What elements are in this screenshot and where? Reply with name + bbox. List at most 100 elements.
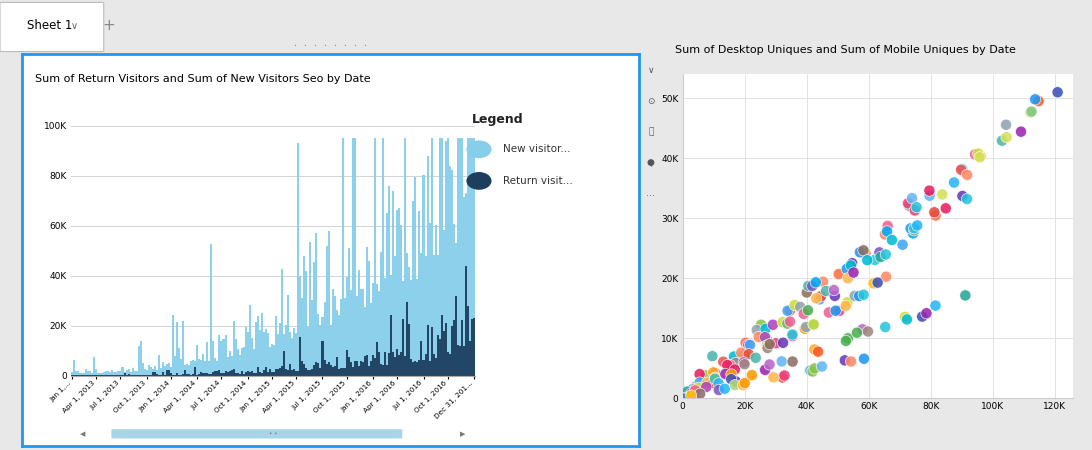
Point [927, 302, 945, 309]
Bar [126, 369, 128, 376]
Bar [285, 325, 287, 376]
Bar [266, 372, 269, 376]
Bar [233, 369, 235, 376]
Bar [239, 355, 240, 376]
Point [775, 372, 793, 379]
Text: ▶: ▶ [460, 431, 465, 437]
Point [827, 307, 844, 314]
Point [902, 225, 919, 232]
Bar [432, 255, 435, 376]
Bar [228, 371, 230, 376]
Point [707, 369, 724, 377]
Point [757, 325, 774, 333]
Point [946, 179, 963, 186]
Point [799, 307, 817, 314]
Point [727, 378, 745, 385]
Text: New visitor...: New visitor... [502, 144, 570, 154]
Bar [435, 225, 437, 376]
Bar [105, 375, 107, 376]
Bar [442, 230, 444, 376]
Bar [408, 324, 411, 376]
Bar [71, 375, 73, 376]
Bar [75, 371, 78, 376]
Point [876, 231, 893, 238]
Bar [188, 374, 190, 376]
Point [687, 387, 704, 394]
Bar [190, 375, 192, 376]
Point [809, 348, 827, 355]
Bar [325, 246, 328, 376]
Bar [423, 360, 425, 376]
Bar [346, 277, 347, 376]
Bar [366, 247, 368, 376]
Point [851, 292, 868, 300]
Bar [292, 338, 293, 376]
Point [781, 307, 798, 314]
Bar [306, 270, 307, 376]
Point [839, 274, 856, 282]
Bar [225, 371, 226, 376]
Point [957, 292, 974, 299]
Bar [370, 303, 372, 376]
Bar [297, 371, 299, 376]
Bar [382, 138, 384, 376]
Point [812, 292, 830, 300]
Bar [399, 208, 401, 376]
Point [747, 354, 764, 361]
Bar [192, 360, 194, 376]
Point [855, 291, 873, 298]
Point [1026, 96, 1044, 103]
Bar [168, 370, 170, 376]
Bar [444, 141, 447, 376]
Point [674, 395, 691, 402]
Bar [453, 224, 454, 376]
Point [854, 326, 871, 333]
Point [774, 374, 792, 381]
Point [716, 385, 734, 392]
Bar [456, 345, 459, 376]
Bar [79, 373, 81, 376]
Bar [437, 255, 439, 376]
Bar [418, 211, 420, 376]
Point [704, 369, 722, 376]
Bar [337, 315, 340, 376]
Bar [373, 138, 376, 376]
Bar [287, 370, 289, 376]
Point [899, 316, 916, 323]
Bar [245, 372, 247, 376]
Point [851, 249, 868, 256]
Bar [235, 373, 237, 376]
Bar [99, 373, 102, 376]
Bar [402, 319, 404, 376]
Bar [130, 372, 131, 376]
Bar [471, 319, 473, 376]
Bar [104, 372, 105, 376]
Point [838, 338, 855, 345]
Bar [259, 330, 261, 376]
Bar [468, 138, 471, 376]
Point [970, 150, 987, 157]
Point [838, 266, 855, 273]
Bar [78, 371, 79, 376]
Bar [173, 315, 174, 376]
Point [953, 166, 971, 173]
Bar [459, 346, 461, 376]
Bar [292, 370, 293, 376]
Bar [176, 322, 178, 376]
Bar [275, 316, 277, 376]
Bar [138, 375, 140, 376]
Bar [441, 138, 442, 376]
Bar [442, 331, 444, 376]
Bar [342, 138, 344, 376]
Bar [275, 369, 277, 376]
Point [723, 376, 740, 383]
Point [820, 309, 838, 316]
Bar [356, 296, 358, 376]
Bar [85, 375, 87, 376]
Bar [107, 371, 109, 376]
Bar [467, 306, 468, 376]
Point [997, 121, 1014, 128]
Bar [185, 365, 186, 376]
Bar [254, 322, 257, 376]
Text: Legend: Legend [472, 113, 524, 126]
